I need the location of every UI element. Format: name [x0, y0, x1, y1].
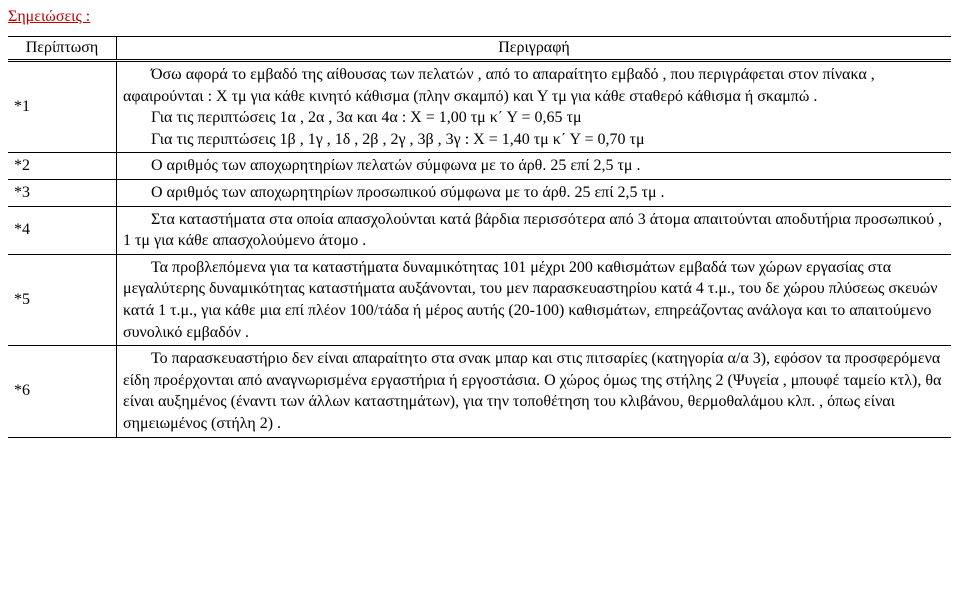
table-row: *5Τα προβλεπόμενα για τα καταστήματα δυν…: [8, 254, 951, 345]
table-row: *3 Ο αριθμός των αποχωρητηρίων προσωπικού…: [8, 179, 951, 206]
notes-table: Περίπτωση Περιγραφή *1Όσω αφορά το εμβαδ…: [8, 36, 951, 438]
desc-paragraph: Τα προβλεπόμενα για τα καταστήματα δυναμ…: [123, 257, 945, 343]
desc-cell: Το παρασκευαστήριο δεν είναι απαραίτητο …: [117, 346, 952, 437]
case-cell: *4: [8, 206, 117, 254]
case-cell: *2: [8, 153, 117, 180]
table-row: *4Στα καταστήματα στα οποία απασχολούντα…: [8, 206, 951, 254]
table-row: *2 Ο αριθμός των αποχωρητηρίων πελατών σύ…: [8, 153, 951, 180]
desc-paragraph: Ο αριθμός των αποχωρητηρίων πελατών σύμφ…: [123, 155, 945, 177]
desc-cell: Όσω αφορά το εμβαδό της αίθουσας των πελ…: [117, 61, 952, 153]
desc-paragraph: Για τις περιπτώσεις 1β , 1γ , 1δ , 2β , …: [123, 129, 945, 151]
desc-paragraph: Ο αριθμός των αποχωρητηρίων προσωπικού σ…: [123, 182, 945, 204]
case-cell: *5: [8, 254, 117, 345]
desc-paragraph: Για τις περιπτώσεις 1α , 2α , 3α και 4α …: [123, 107, 945, 129]
table-row: *6Το παρασκευαστήριο δεν είναι απαραίτητ…: [8, 346, 951, 437]
table-row: *1Όσω αφορά το εμβαδό της αίθουσας των π…: [8, 61, 951, 153]
desc-cell: Τα προβλεπόμενα για τα καταστήματα δυναμ…: [117, 254, 952, 345]
desc-paragraph: Στα καταστήματα στα οποία απασχολούνται …: [123, 209, 945, 252]
header-case: Περίπτωση: [8, 37, 117, 61]
case-cell: *6: [8, 346, 117, 437]
desc-cell: Ο αριθμός των αποχωρητηρίων προσωπικού σ…: [117, 179, 952, 206]
desc-paragraph: Όσω αφορά το εμβαδό της αίθουσας των πελ…: [123, 64, 945, 107]
desc-cell: Στα καταστήματα στα οποία απασχολούνται …: [117, 206, 952, 254]
case-cell: *1: [8, 61, 117, 153]
notes-heading: Σημειώσεις :: [8, 8, 951, 26]
header-desc: Περιγραφή: [117, 37, 952, 61]
desc-cell: Ο αριθμός των αποχωρητηρίων πελατών σύμφ…: [117, 153, 952, 180]
desc-paragraph: Το παρασκευαστήριο δεν είναι απαραίτητο …: [123, 348, 945, 434]
case-cell: *3: [8, 179, 117, 206]
